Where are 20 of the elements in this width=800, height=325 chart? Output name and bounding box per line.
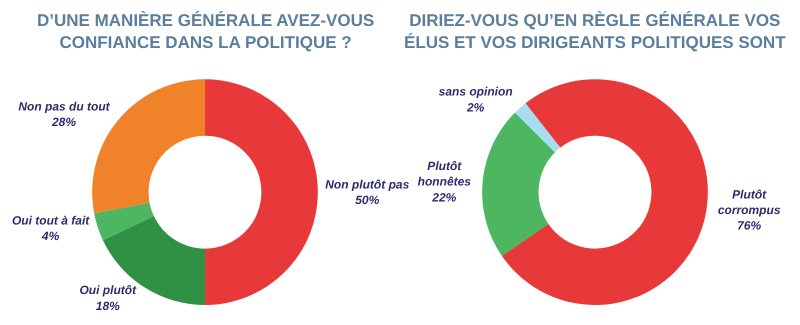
data-label: 76% (737, 218, 762, 233)
slice-label: Non plutôt pas (325, 177, 410, 192)
slice-label: Oui plutôt (79, 283, 138, 298)
donut-slice (205, 79, 318, 305)
slice-label: Oui tout à fait (12, 214, 90, 228)
data-label: 22% (431, 190, 457, 204)
data-label: 2% (466, 100, 485, 114)
chart-title: DIRIEZ-VOUS QU’EN RÈGLE GÉNÉRALE VOS ÉLUS ET VOS DIRIGEANTS POLITIQUES SONT (404, 10, 786, 52)
slice-label: Plutôt corrompus (718, 187, 781, 217)
data-label: 4% (40, 229, 60, 244)
slice-label: Plutôt honnêtes (418, 159, 472, 189)
donut-slice (514, 103, 560, 152)
chart-title: D’UNE MANIÈRE GÉNÉRALE AVEZ-VOUS CONFIANCE DANS LA POLITIQUE ? (37, 10, 374, 52)
data-label: 50% (355, 192, 380, 207)
data-label: 28% (50, 114, 76, 129)
donut-slice (482, 112, 555, 256)
donut-slice (94, 202, 154, 240)
slice-label: sans opinion (438, 84, 513, 99)
slice-label: Non pas du tout (18, 99, 111, 114)
data-label: 18% (96, 298, 120, 313)
